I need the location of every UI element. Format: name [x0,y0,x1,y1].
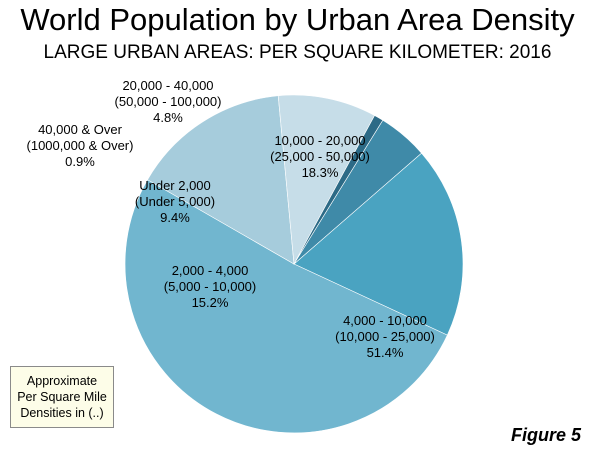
figure-label: Figure 5 [510,425,581,445]
slice-sublabel: (10,000 - 25,000) [335,329,435,344]
slice-label: 20,000 - 40,000 [122,78,213,93]
pie-slice [277,94,375,266]
chart-title: World Population by Urban Area Density [20,2,575,37]
pie-slice [293,119,422,265]
slice-percent: 9.4% [160,210,190,225]
note-line-2: Per Square Mile [17,390,107,404]
note-line-3: Densities in (..) [20,406,104,420]
pie-slice [293,152,464,336]
slice-percent: 15.2% [192,295,229,310]
slice-label: 10,000 - 20,000 [274,133,365,148]
density-note-box: Approximate Per Square Mile Densities in… [10,366,114,428]
slice-label: Under 2,000 [139,178,211,193]
slice-sublabel: (1000,000 & Over) [27,138,134,153]
slice-percent: 51.4% [367,345,404,360]
slice-label: 2,000 - 4,000 [172,263,249,278]
chart-subtitle: LARGE URBAN AREAS: PER SQUARE KILOMETER:… [43,42,552,63]
slice-label: 40,000 & Over [38,122,122,137]
slice-sublabel: (25,000 - 50,000) [270,149,370,164]
slice-percent: 0.9% [65,154,95,169]
pie-slice [147,95,295,265]
slice-label: 4,000 - 10,000 [343,313,427,328]
slice-sublabel: (5,000 - 10,000) [164,279,257,294]
pie-slice [124,179,448,434]
slice-percent: 18.3% [302,165,339,180]
slice-sublabel: (Under 5,000) [135,194,215,209]
slice-sublabel: (50,000 - 100,000) [115,94,222,109]
slice-percent: 4.8% [153,110,183,125]
note-line-1: Approximate [26,374,98,388]
